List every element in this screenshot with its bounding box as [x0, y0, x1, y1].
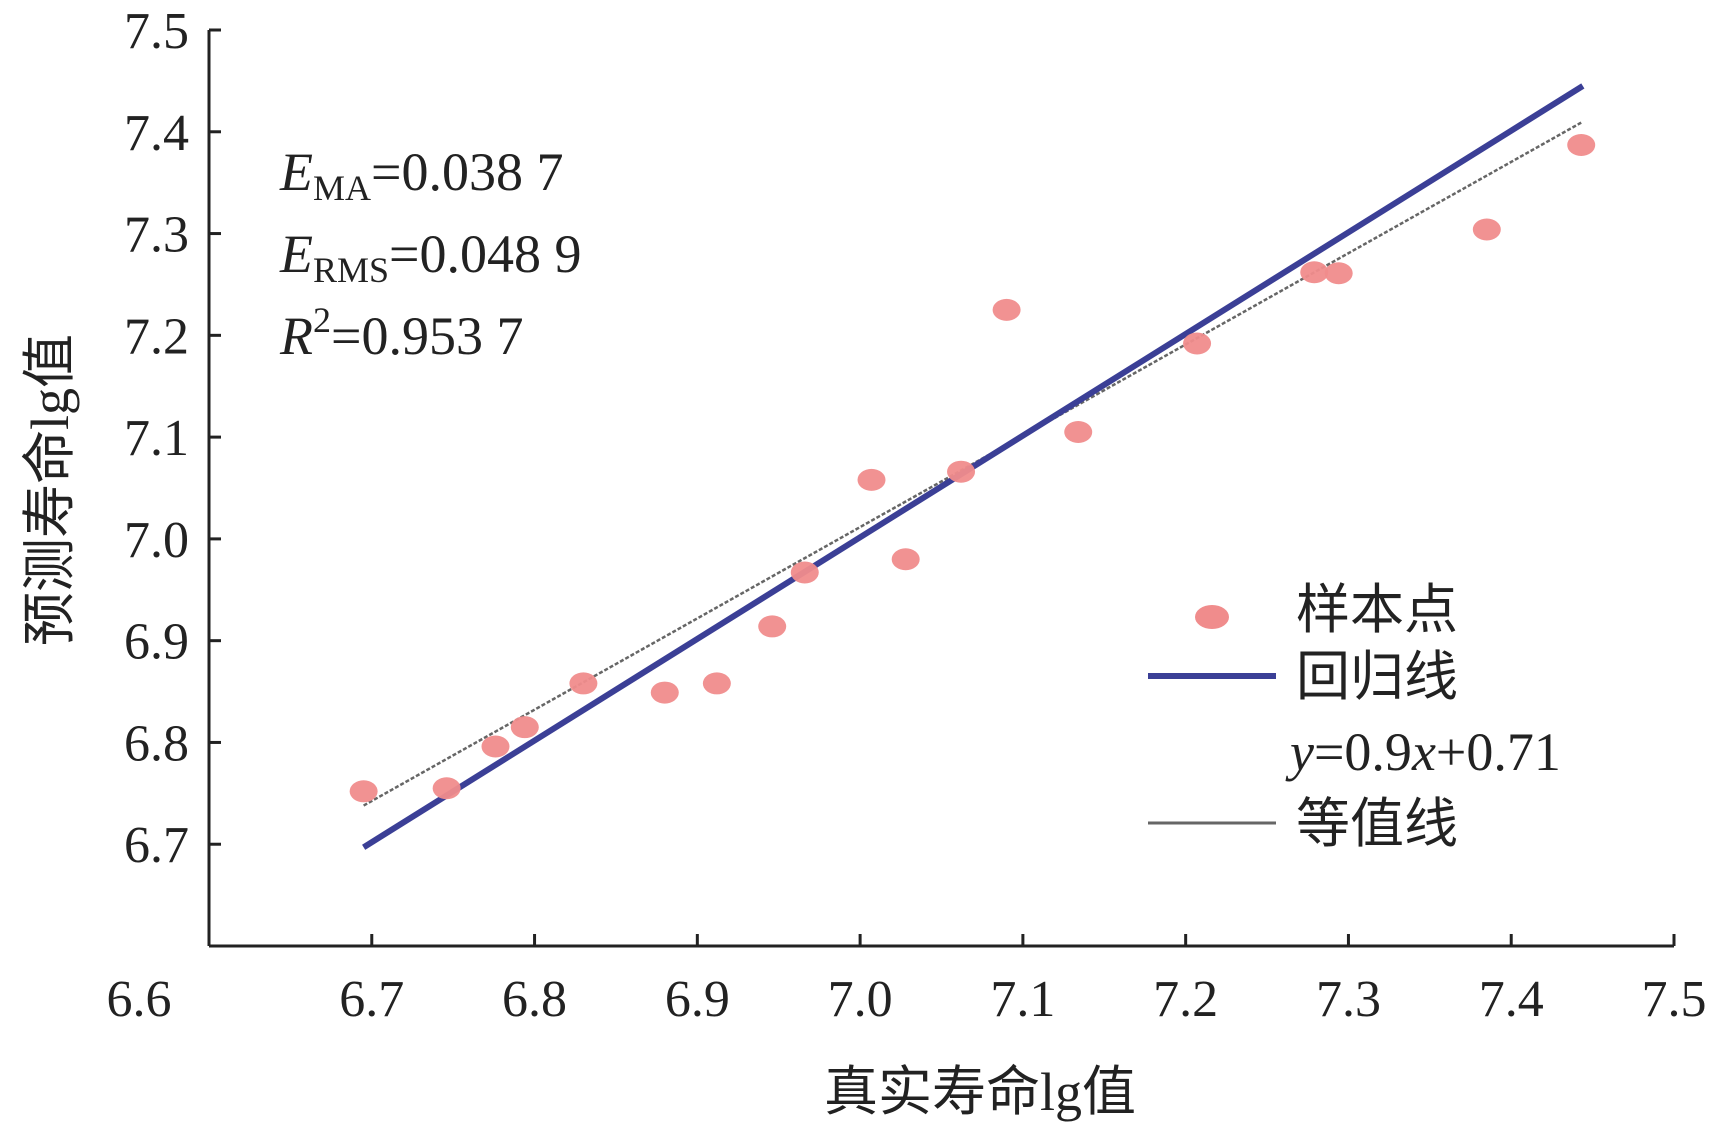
- x-tick-label: 7.3: [1316, 971, 1381, 1028]
- sample-point: [481, 735, 510, 758]
- sample-point: [1300, 261, 1329, 284]
- x-tick-label: 7.2: [1153, 971, 1218, 1028]
- y-tick-label: 7.0: [124, 512, 189, 569]
- sample-points: [349, 134, 1596, 803]
- r2-stat: R2=0.953 7: [279, 300, 523, 366]
- sample-point: [569, 672, 598, 695]
- sample-point: [702, 672, 731, 695]
- x-tick-label: 7.0: [828, 971, 893, 1028]
- sample-point: [1567, 134, 1596, 157]
- axes: 6.6 6.7 6.8 6.9 7.0 7.1 7.2 7.3 7.4 7.5 6.7 6.8 6.9 7…: [107, 3, 1707, 1028]
- sample-point: [857, 468, 886, 491]
- x-tick-label: 6.7: [339, 971, 404, 1028]
- sample-point: [992, 298, 1021, 321]
- y-tick-label: 7.2: [124, 308, 189, 365]
- y-tick-label: 7.4: [124, 105, 189, 162]
- sample-point: [432, 777, 461, 800]
- ema-stat: EMA=0.038 7: [279, 142, 563, 208]
- sample-point: [1064, 421, 1093, 444]
- sample-point: [790, 561, 819, 584]
- y-tick-label: 6.7: [124, 817, 189, 874]
- sample-point: [1324, 262, 1353, 285]
- x-axis-title: 真实寿命lg值: [824, 1062, 1136, 1122]
- y-tick-label: 7.1: [124, 410, 189, 467]
- y-tick-label: 7.5: [124, 3, 189, 60]
- x-tick-label: 6.9: [665, 971, 730, 1028]
- x-tick-label: 7.5: [1642, 971, 1707, 1028]
- x-tick-label: 7.1: [990, 971, 1055, 1028]
- sample-point: [891, 548, 920, 571]
- sample-point: [1472, 218, 1501, 241]
- sample-point: [349, 780, 378, 803]
- sample-point: [947, 460, 976, 483]
- sample-point: [1183, 332, 1212, 355]
- y-axis-title: 预测寿命lg值: [20, 334, 80, 646]
- x-tick-label: 6.6: [107, 971, 172, 1028]
- y-tick-label: 6.8: [124, 715, 189, 772]
- legend-points-label: 样本点: [1296, 580, 1458, 640]
- sample-point: [650, 681, 679, 704]
- x-tick-label: 7.4: [1479, 971, 1544, 1028]
- y-tick-label: 6.9: [124, 614, 189, 671]
- stats-annotation: EMA=0.038 7 ERMS=0.048 9 R2=0.953 7: [279, 142, 582, 366]
- legend-equation: y=0.9x+0.71: [1285, 722, 1561, 782]
- sample-point: [758, 615, 787, 638]
- legend-regression-label: 回归线: [1296, 647, 1458, 707]
- erms-stat: ERMS=0.048 9: [279, 224, 582, 290]
- x-tick-label: 6.8: [502, 971, 567, 1028]
- y-tick-label: 7.3: [124, 207, 189, 264]
- legend-equality-label: 等值线: [1296, 794, 1458, 854]
- legend-point-marker: [1195, 605, 1229, 629]
- sample-point: [510, 716, 539, 739]
- legend: 样本点 回归线 y=0.9x+0.71 等值线: [1148, 580, 1561, 854]
